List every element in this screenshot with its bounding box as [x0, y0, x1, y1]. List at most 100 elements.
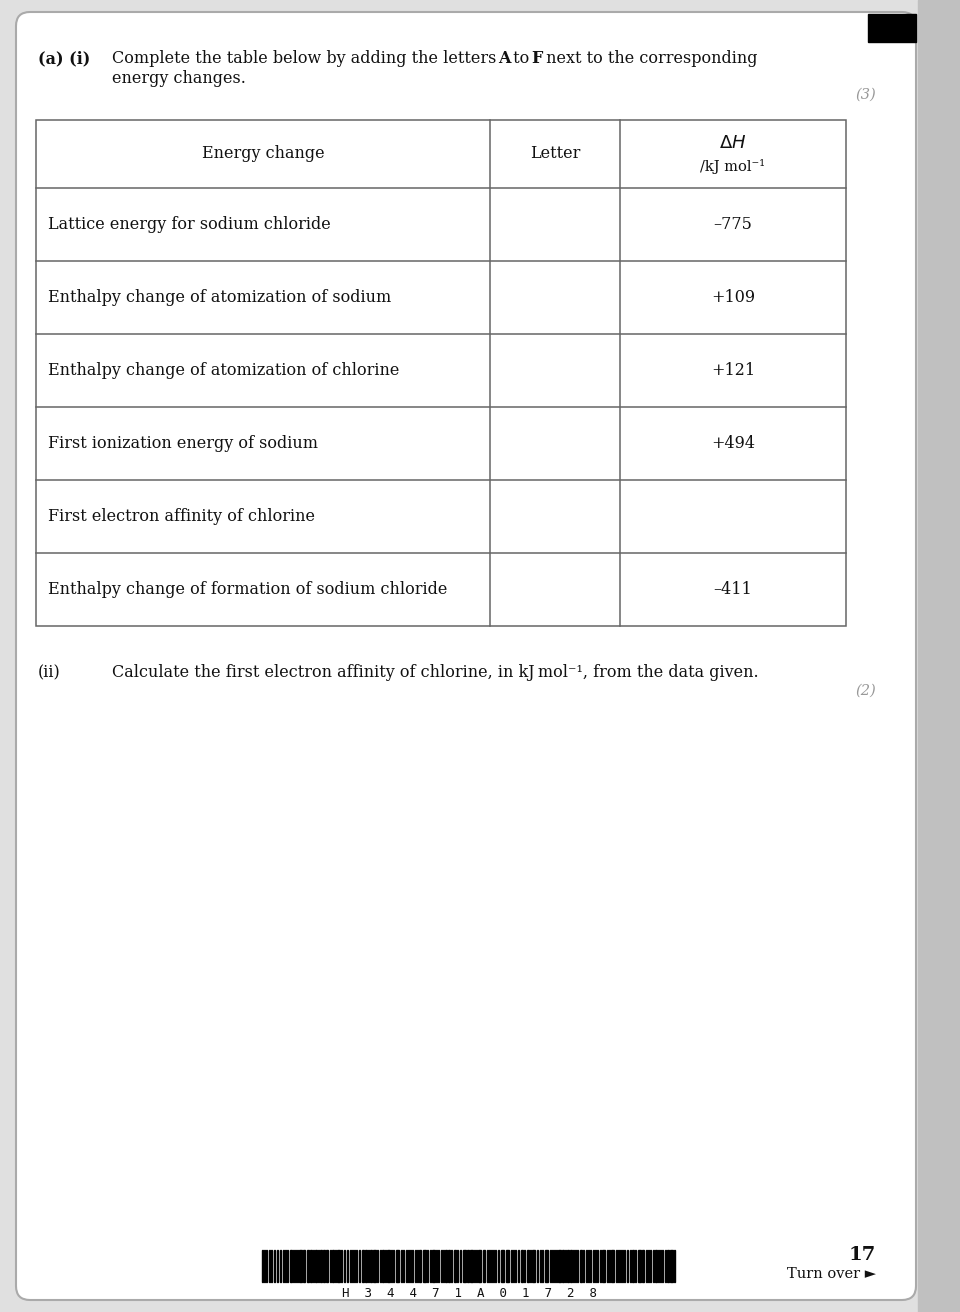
Bar	[283, 1250, 284, 1282]
Bar	[408, 1250, 409, 1282]
Bar	[918, 0, 960, 1312]
Bar	[562, 1250, 564, 1282]
Bar	[318, 1250, 319, 1282]
Bar	[344, 1250, 345, 1282]
Bar	[451, 1250, 452, 1282]
Bar	[554, 1250, 555, 1282]
Bar	[264, 1250, 265, 1282]
Bar	[315, 1250, 317, 1282]
Bar	[665, 1250, 666, 1282]
Bar	[337, 1250, 340, 1282]
Text: 17: 17	[849, 1246, 876, 1263]
Bar	[487, 1250, 488, 1282]
Text: (3): (3)	[855, 88, 876, 102]
Bar	[432, 1250, 435, 1282]
Bar	[417, 1250, 418, 1282]
Bar	[441, 1250, 442, 1282]
Bar	[575, 1250, 576, 1282]
Bar	[377, 1250, 378, 1282]
Bar	[382, 1250, 384, 1282]
Bar	[513, 1250, 514, 1282]
Bar	[347, 1250, 348, 1282]
Bar	[524, 1250, 525, 1282]
Bar	[387, 1250, 390, 1282]
Bar	[868, 14, 916, 42]
Text: /kJ mol⁻¹: /kJ mol⁻¹	[701, 160, 765, 174]
Bar	[269, 1250, 270, 1282]
Bar	[573, 1250, 574, 1282]
Bar	[401, 1250, 402, 1282]
Bar	[373, 1250, 376, 1282]
Bar	[593, 1250, 594, 1282]
Bar	[540, 1250, 541, 1282]
Bar	[493, 1250, 494, 1282]
Text: –775: –775	[713, 216, 753, 234]
Bar	[341, 1250, 342, 1282]
Bar	[498, 1250, 499, 1282]
Bar	[580, 1250, 582, 1282]
FancyBboxPatch shape	[16, 12, 916, 1300]
Bar	[299, 1250, 302, 1282]
Bar	[527, 1250, 529, 1282]
Text: energy changes.: energy changes.	[112, 70, 246, 87]
Bar	[532, 1250, 535, 1282]
Bar	[476, 1250, 477, 1282]
Bar	[622, 1250, 623, 1282]
Bar	[356, 1250, 357, 1282]
Text: First ionization energy of sodium: First ionization energy of sodium	[48, 436, 318, 453]
Bar	[611, 1250, 614, 1282]
Bar	[635, 1250, 636, 1282]
Bar	[556, 1250, 557, 1282]
Bar	[648, 1250, 649, 1282]
Bar	[595, 1250, 596, 1282]
Bar	[474, 1250, 475, 1282]
Bar	[438, 1250, 439, 1282]
Bar	[542, 1250, 543, 1282]
Text: to: to	[508, 50, 535, 67]
Bar	[470, 1250, 473, 1282]
Bar	[410, 1250, 411, 1282]
Bar	[320, 1250, 322, 1282]
Bar	[670, 1250, 673, 1282]
Bar	[467, 1250, 469, 1282]
Bar	[313, 1250, 314, 1282]
Bar	[632, 1250, 634, 1282]
Bar	[277, 1250, 278, 1282]
Bar	[457, 1250, 458, 1282]
Bar	[285, 1250, 286, 1282]
Bar	[521, 1250, 523, 1282]
Bar	[368, 1250, 369, 1282]
Bar	[332, 1250, 334, 1282]
Bar	[448, 1250, 450, 1282]
Text: (ii): (ii)	[38, 664, 60, 681]
Bar	[350, 1250, 351, 1282]
Bar	[354, 1250, 355, 1282]
Text: (2): (2)	[855, 684, 876, 698]
Bar	[460, 1250, 461, 1282]
Bar	[262, 1250, 263, 1282]
Bar	[307, 1250, 309, 1282]
Text: A: A	[498, 50, 511, 67]
Bar	[530, 1250, 531, 1282]
Bar	[454, 1250, 456, 1282]
Bar	[483, 1250, 485, 1282]
Text: Energy change: Energy change	[202, 146, 324, 163]
Bar	[491, 1250, 492, 1282]
Bar	[552, 1250, 553, 1282]
Bar	[412, 1250, 413, 1282]
Text: Complete the table below by adding the letters: Complete the table below by adding the l…	[112, 50, 501, 67]
Bar	[393, 1250, 394, 1282]
Bar	[295, 1250, 296, 1282]
Bar	[674, 1250, 675, 1282]
Bar	[655, 1250, 657, 1282]
Text: –411: –411	[713, 581, 753, 598]
Bar	[506, 1250, 509, 1282]
Bar	[565, 1250, 566, 1282]
Bar	[463, 1250, 466, 1282]
Bar	[616, 1250, 617, 1282]
Bar	[518, 1250, 519, 1282]
Bar	[380, 1250, 381, 1282]
Text: Calculate the first electron affinity of chlorine, in kJ mol⁻¹, from the data gi: Calculate the first electron affinity of…	[112, 664, 758, 681]
Text: next to the corresponding: next to the corresponding	[541, 50, 757, 67]
Bar	[396, 1250, 399, 1282]
